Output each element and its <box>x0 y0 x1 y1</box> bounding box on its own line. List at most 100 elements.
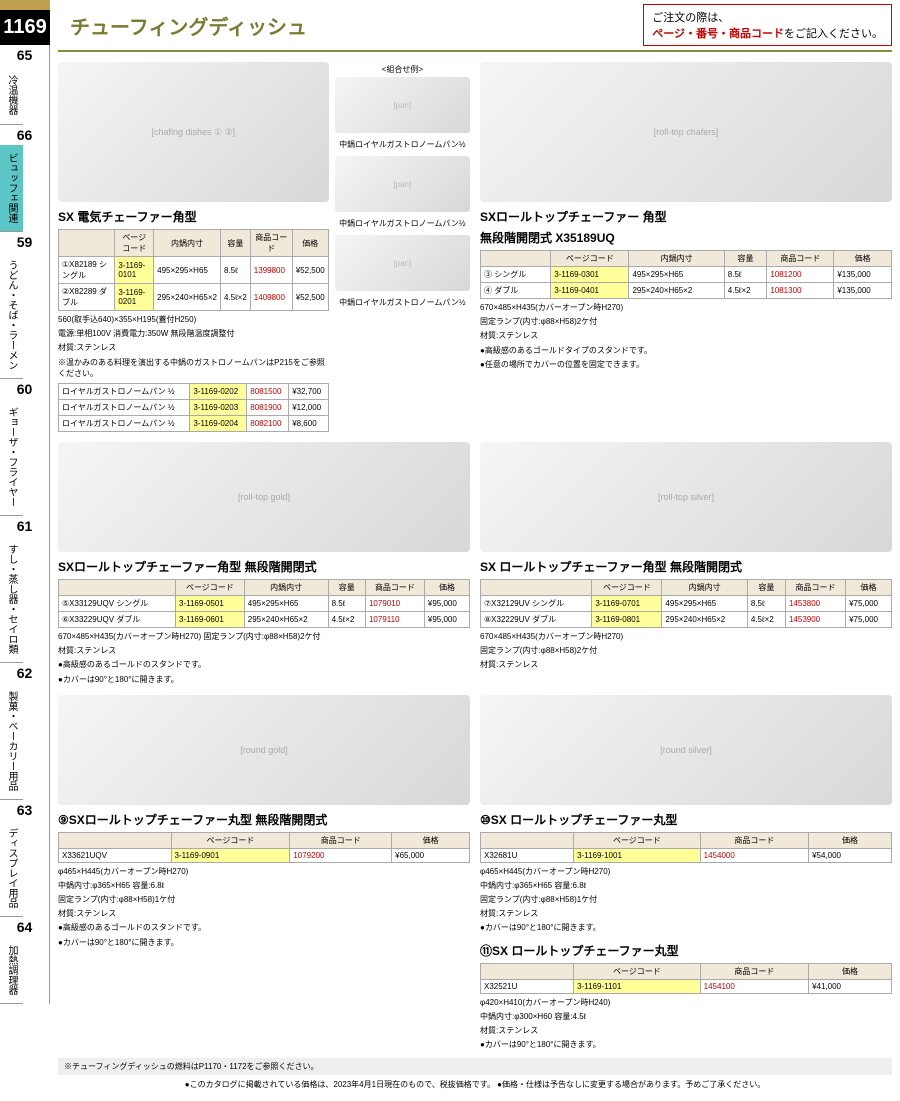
table-row: ⑦X32129UV シングル3-1169-0701495×295×H658.5ℓ… <box>481 595 892 611</box>
spec: φ465×H445(カバーオープン時H270) <box>480 866 892 877</box>
footer-note: ※チューフィングディッシュの燃料はP1170・1172をご参照ください。 <box>58 1058 892 1075</box>
sub-image: [pan] <box>335 235 470 291</box>
th: 容量 <box>328 579 365 595</box>
category-item[interactable]: すし・蒸し器・セイロ類 <box>0 536 23 663</box>
product-table: ページコード商品コード価格 X32681U3-1169-10011454000¥… <box>480 832 892 863</box>
th: ページコード <box>574 832 701 848</box>
sub-label: 中鍋ロイヤルガストロノームパン½ <box>335 297 470 308</box>
category-item[interactable]: 冷温機器 <box>0 65 23 125</box>
table-row: ロイヤルガストロノームパン ½3-1169-02038081900¥12,000 <box>59 399 329 415</box>
category-num: 65 <box>0 45 49 65</box>
spec: 固定ランプ(内寸:φ88×H58)2ケ付 <box>480 316 892 327</box>
product-table: ページコード商品コード価格 X33621UQV3-1169-0901107920… <box>58 832 470 863</box>
sub-image: [pan] <box>335 77 470 133</box>
product-block-5: [round gold] ⑨SXロールトップチェーファー丸型 無段階開閉式 ペー… <box>58 695 470 1051</box>
table-row: ①X82189 シングル3-1169-0101495×295×H658.5ℓ13… <box>59 257 329 284</box>
th: 価格 <box>809 963 892 979</box>
table-row: ロイヤルガストロノームパン ½3-1169-02048082100¥8,600 <box>59 415 329 431</box>
spec: 中鍋内寸:φ365×H65 容量:6.8ℓ <box>58 880 470 891</box>
category-item[interactable]: ディスプレイ用品 <box>0 820 23 917</box>
product-table: ページコード内鍋内寸容量商品コード価格 ⑤X33129UQV シングル3-116… <box>58 579 470 628</box>
product-image: [roll-top chafers] <box>480 62 892 202</box>
product-table: ページコード内鍋内寸容量商品コード価格 ⑦X32129UV シングル3-1169… <box>480 579 892 628</box>
spec: ●高級感のあるゴールドのスタンドです。 <box>58 659 470 670</box>
header: チューフィングディッシュ ご注文の際は、 ページ・番号・商品コードをご記入くださ… <box>58 0 892 52</box>
page-number: 1169 <box>0 0 50 45</box>
table-row: ②X82289 ダブル3-1169-0201295×240×H65×24.5ℓ×… <box>59 284 329 311</box>
th: 内鍋内寸 <box>154 230 221 257</box>
spec: 固定ランプ(内寸:φ88×H58)2ケ付 <box>480 645 892 656</box>
spec: 中鍋内寸:φ365×H65 容量:6.8ℓ <box>480 880 892 891</box>
product-block-1: [chafing dishes ① ②] SX 電気チェーファー角型 ページコー… <box>58 62 470 432</box>
spec: ●カバーは90°と180°に開きます。 <box>480 922 892 933</box>
spec: 670×485×H435(カバーオープン時H270) <box>480 631 892 642</box>
spec: 材質:ステンレス <box>58 645 470 656</box>
spec: ●カバーは90°と180°に開きます。 <box>480 1039 892 1050</box>
category-item[interactable]: ギョーザ・フライヤー <box>0 399 23 516</box>
spec: 材質:ステンレス <box>480 908 892 919</box>
th: 内鍋内寸 <box>629 251 724 267</box>
th: ページコード <box>176 579 245 595</box>
th: ページコード <box>171 832 290 848</box>
th: 価格 <box>392 832 470 848</box>
spec: φ465×H445(カバーオープン時H270) <box>58 866 470 877</box>
table-row: ロイヤルガストロノームパン ½3-1169-02028081500¥32,700 <box>59 383 329 399</box>
combo-label: <組合せ例> <box>335 64 470 75</box>
product-block-2: [roll-top chafers] SXロールトップチェーファー 角型 無段階… <box>480 62 892 432</box>
product-table: ページコード内鍋内寸容量商品コード価格 ①X82189 シングル3-1169-0… <box>58 229 329 311</box>
spec: φ420×H410(カバーオープン時H240) <box>480 997 892 1008</box>
product-title: ⑩SX ロールトップチェーファー丸型 <box>480 811 892 828</box>
th: 価格 <box>846 579 892 595</box>
product-title: SX 電気チェーファー角型 <box>58 208 329 225</box>
category-item[interactable]: 加熱調理器 <box>0 937 23 1004</box>
product-table: ページコード商品コード価格 X32521U3-1169-11011454100¥… <box>480 963 892 994</box>
category-item[interactable]: 製菓・ベーカリー用品 <box>0 683 23 800</box>
spec: ●カバーは90°と180°に開きます。 <box>58 674 470 685</box>
th: 商品コード <box>785 579 845 595</box>
product-image: [roll-top gold] <box>58 442 470 552</box>
table-row: X32521U3-1169-11011454100¥41,000 <box>481 979 892 993</box>
spec: ●高級感のあるゴールドのスタンドです。 <box>58 922 470 933</box>
th: 商品コード <box>700 832 808 848</box>
sidebar: 1169 65冷温機器66ビュッフェ関連59うどん・そば・ラーメン60ギョーザ・… <box>0 0 50 1100</box>
th: 容量 <box>747 579 785 595</box>
page-title: チューフィングディッシュ <box>58 11 307 40</box>
category-num: 59 <box>0 232 49 252</box>
sub-label: 中鍋ロイヤルガストロノームパン½ <box>335 218 470 229</box>
spec: 材質:ステンレス <box>480 659 892 670</box>
spec: ※温かみのある料理を演出する中鍋のガストロノームパンはP215をご参照ください。 <box>58 357 329 379</box>
table-row: ③ シングル3-1169-0301495×295×H658.5ℓ1081200¥… <box>481 267 892 283</box>
main-content: チューフィングディッシュ ご注文の際は、 ページ・番号・商品コードをご記入くださ… <box>50 0 900 1100</box>
footer-line: ●このカタログに掲載されている価格は、2023年4月1日現在のもので、税抜価格で… <box>58 1079 892 1090</box>
table-row: X33621UQV3-1169-09011079200¥65,000 <box>59 848 470 862</box>
th: 容量 <box>220 230 250 257</box>
spec: 固定ランプ(内寸:φ88×H58)1ケ付 <box>58 894 470 905</box>
spec: ●カバーは90°と180°に開きます。 <box>58 937 470 948</box>
product-image: [chafing dishes ① ②] <box>58 62 329 202</box>
category-item[interactable]: ビュッフェ関連 <box>0 145 23 232</box>
product-image: [roll-top silver] <box>480 442 892 552</box>
th: 価格 <box>809 832 892 848</box>
spec: 材質:ステンレス <box>480 1025 892 1036</box>
spec: 材質:ステンレス <box>58 342 329 353</box>
category-num: 66 <box>0 125 49 145</box>
spec: 材質:ステンレス <box>58 908 470 919</box>
spec: 電源:単相100V 消費電力:350W 無段階温度調整付 <box>58 328 329 339</box>
th: ページコード <box>592 579 662 595</box>
product-block-4: [roll-top silver] SX ロールトップチェーファー角型 無段階開… <box>480 442 892 685</box>
category-item[interactable]: うどん・そば・ラーメン <box>0 252 23 379</box>
spec: 560(取手込640)×355×H195(蓋付H250) <box>58 314 329 325</box>
th: 内鍋内寸 <box>244 579 328 595</box>
category-num: 62 <box>0 663 49 683</box>
th: 内鍋内寸 <box>662 579 747 595</box>
product-image: [round gold] <box>58 695 470 805</box>
product-image: [round silver] <box>480 695 892 805</box>
spec: 670×485×H435(カバーオープン時H270) <box>480 302 892 313</box>
product-table: ページコード内鍋内寸容量商品コード価格 ③ シングル3-1169-0301495… <box>480 250 892 299</box>
category-num: 63 <box>0 800 49 820</box>
spec: 670×485×H435(カバーオープン時H270) 固定ランプ(内寸:φ88×… <box>58 631 470 642</box>
product-title: ⑪SX ロールトップチェーファー丸型 <box>480 942 892 959</box>
order-note: ご注文の際は、 ページ・番号・商品コードをご記入ください。 <box>643 4 892 46</box>
category-num: 61 <box>0 516 49 536</box>
table-row: ⑧X32229UV ダブル3-1169-0801295×240×H65×24.5… <box>481 611 892 627</box>
